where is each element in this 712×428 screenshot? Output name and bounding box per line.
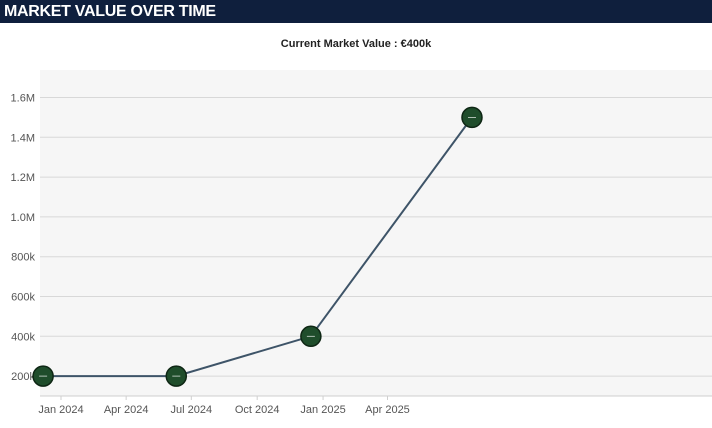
x-tick-label: Jul 2024 <box>171 404 213 416</box>
x-tick-label: Jan 2024 <box>38 404 83 416</box>
y-tick-label: 1.6M <box>11 93 35 105</box>
y-tick-label: 1.0M <box>11 212 35 224</box>
y-tick-label: 400k <box>11 331 35 343</box>
x-tick-label: Jan 2025 <box>300 404 345 416</box>
current-market-value-label: Current Market Value : €400k <box>280 38 432 50</box>
plot-area <box>40 70 712 396</box>
x-tick-label: Oct 2024 <box>235 404 280 416</box>
y-tick-label: 1.2M <box>11 172 35 184</box>
y-tick-label: 800k <box>11 252 35 264</box>
series-line <box>43 116 473 378</box>
chart-header-title: MARKET VALUE OVER TIME <box>0 0 712 23</box>
y-tick-label: 600k <box>11 292 35 304</box>
x-tick-label: Apr 2024 <box>104 404 149 416</box>
data-point-marker[interactable] <box>461 106 483 129</box>
data-point-marker[interactable] <box>32 365 54 387</box>
y-tick-label: 1.4M <box>11 132 35 144</box>
x-tick-label: Apr 2025 <box>365 404 410 416</box>
data-point-marker[interactable] <box>165 365 188 387</box>
data-point-marker[interactable] <box>300 325 322 348</box>
y-tick-label: 200k <box>11 371 35 383</box>
